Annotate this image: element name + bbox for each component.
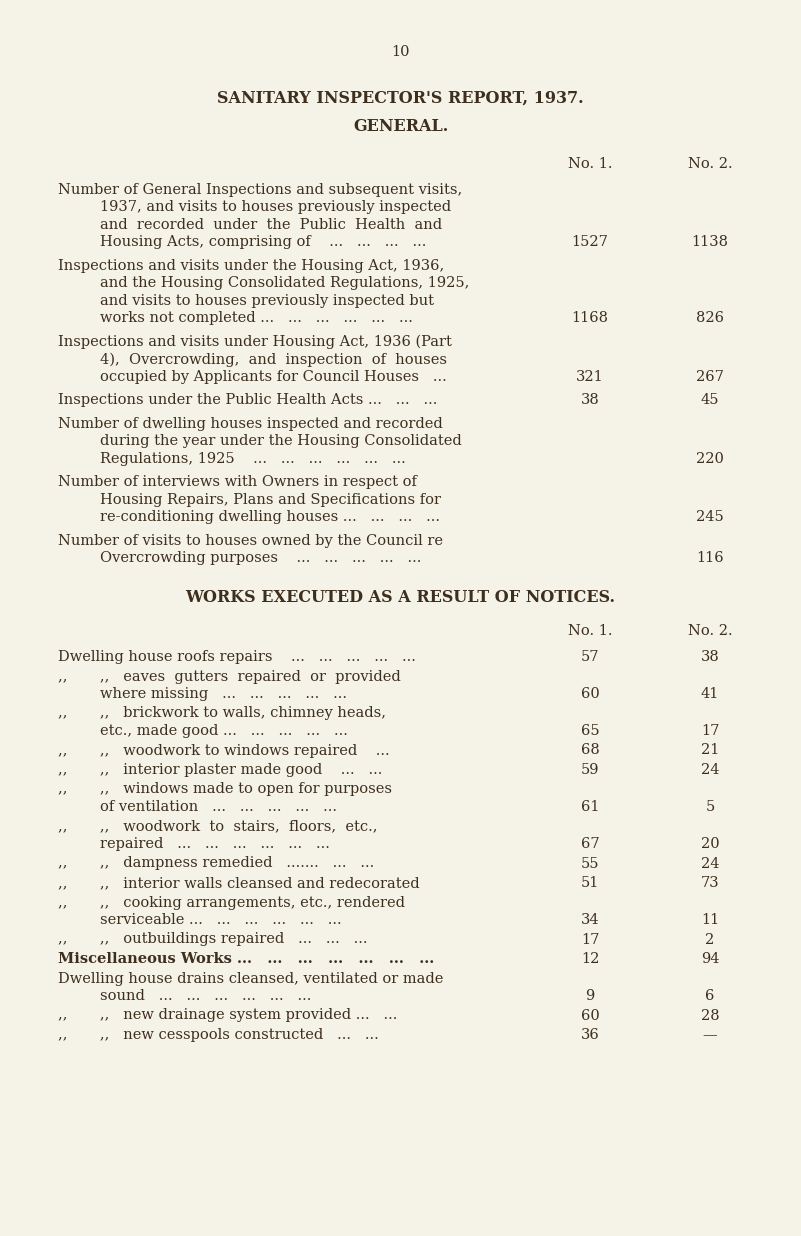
Text: Overcrowding purposes    ...   ...   ...   ...   ...: Overcrowding purposes ... ... ... ... ..… (100, 551, 421, 565)
Text: 116: 116 (696, 551, 724, 565)
Text: sound   ...   ...   ...   ...   ...   ...: sound ... ... ... ... ... ... (100, 989, 312, 1002)
Text: 68: 68 (581, 744, 599, 758)
Text: 41: 41 (701, 687, 719, 701)
Text: 1527: 1527 (572, 235, 609, 250)
Text: 94: 94 (701, 952, 719, 967)
Text: 28: 28 (701, 1009, 719, 1022)
Text: WORKS EXECUTED AS A RESULT OF NOTICES.: WORKS EXECUTED AS A RESULT OF NOTICES. (186, 588, 615, 606)
Text: ,,       ,,   woodwork  to  stairs,  floors,  etc.,: ,, ,, woodwork to stairs, floors, etc., (58, 819, 377, 833)
Text: and the Housing Consolidated Regulations, 1925,: and the Housing Consolidated Regulations… (100, 277, 469, 290)
Text: 2: 2 (706, 932, 714, 947)
Text: 65: 65 (581, 724, 599, 738)
Text: Inspections and visits under the Housing Act, 1936,: Inspections and visits under the Housing… (58, 258, 445, 273)
Text: and visits to houses previously inspected but: and visits to houses previously inspecte… (100, 294, 434, 308)
Text: serviceable ...   ...   ...   ...   ...   ...: serviceable ... ... ... ... ... ... (100, 913, 341, 927)
Text: works not completed ...   ...   ...   ...   ...   ...: works not completed ... ... ... ... ... … (100, 311, 413, 325)
Text: Dwelling house drains cleansed, ventilated or made: Dwelling house drains cleansed, ventilat… (58, 971, 444, 985)
Text: ,,       ,,   outbuildings repaired   ...   ...   ...: ,, ,, outbuildings repaired ... ... ... (58, 932, 368, 947)
Text: Number of dwelling houses inspected and recorded: Number of dwelling houses inspected and … (58, 417, 443, 431)
Text: 34: 34 (581, 913, 599, 927)
Text: No. 1.: No. 1. (568, 157, 612, 171)
Text: —: — (702, 1028, 718, 1042)
Text: Inspections and visits under Housing Act, 1936 (Part: Inspections and visits under Housing Act… (58, 335, 452, 349)
Text: 12: 12 (581, 952, 599, 967)
Text: 1138: 1138 (691, 235, 728, 250)
Text: Inspections under the Public Health Acts ...   ...   ...: Inspections under the Public Health Acts… (58, 393, 437, 407)
Text: 38: 38 (581, 393, 599, 407)
Text: 24: 24 (701, 763, 719, 777)
Text: 4),  Overcrowding,  and  inspection  of  houses: 4), Overcrowding, and inspection of hous… (100, 352, 447, 367)
Text: Number of interviews with Owners in respect of: Number of interviews with Owners in resp… (58, 476, 417, 489)
Text: No. 2.: No. 2. (688, 157, 732, 171)
Text: 17: 17 (581, 932, 599, 947)
Text: 321: 321 (576, 370, 604, 383)
Text: 73: 73 (701, 876, 719, 890)
Text: and  recorded  under  the  Public  Health  and: and recorded under the Public Health and (100, 218, 442, 232)
Text: Miscellaneous Works ...   ...   ...   ...   ...   ...   ...: Miscellaneous Works ... ... ... ... ... … (58, 952, 434, 967)
Text: 20: 20 (701, 837, 719, 852)
Text: ,,       ,,   brickwork to walls, chimney heads,: ,, ,, brickwork to walls, chimney heads, (58, 707, 386, 721)
Text: 45: 45 (701, 393, 719, 407)
Text: 5: 5 (706, 800, 714, 815)
Text: 1937, and visits to houses previously inspected: 1937, and visits to houses previously in… (100, 200, 451, 214)
Text: 17: 17 (701, 724, 719, 738)
Text: No. 1.: No. 1. (568, 624, 612, 638)
Text: ,,       ,,   cooking arrangements, etc., rendered: ,, ,, cooking arrangements, etc., render… (58, 896, 405, 910)
Text: 21: 21 (701, 744, 719, 758)
Text: 267: 267 (696, 370, 724, 383)
Text: ,,       ,,   interior walls cleansed and redecorated: ,, ,, interior walls cleansed and redeco… (58, 876, 420, 890)
Text: 59: 59 (581, 763, 599, 777)
Text: Number of visits to houses owned by the Council re: Number of visits to houses owned by the … (58, 534, 443, 548)
Text: ,,       ,,   new drainage system provided ...   ...: ,, ,, new drainage system provided ... .… (58, 1009, 397, 1022)
Text: 220: 220 (696, 451, 724, 466)
Text: Regulations, 1925    ...   ...   ...   ...   ...   ...: Regulations, 1925 ... ... ... ... ... ..… (100, 451, 406, 466)
Text: ,,       ,,   eaves  gutters  repaired  or  provided: ,, ,, eaves gutters repaired or provided (58, 670, 400, 684)
Text: 24: 24 (701, 857, 719, 870)
Text: ,,       ,,   dampness remedied   .......   ...   ...: ,, ,, dampness remedied ....... ... ... (58, 857, 374, 870)
Text: ,,       ,,   interior plaster made good    ...   ...: ,, ,, interior plaster made good ... ... (58, 763, 382, 777)
Text: repaired   ...   ...   ...   ...   ...   ...: repaired ... ... ... ... ... ... (100, 837, 330, 852)
Text: 10: 10 (391, 44, 410, 59)
Text: GENERAL.: GENERAL. (353, 117, 448, 135)
Text: 60: 60 (581, 1009, 599, 1022)
Text: SANITARY INSPECTOR'S REPORT, 1937.: SANITARY INSPECTOR'S REPORT, 1937. (217, 90, 584, 108)
Text: of ventilation   ...   ...   ...   ...   ...: of ventilation ... ... ... ... ... (100, 800, 337, 815)
Text: ,,       ,,   new cesspools constructed   ...   ...: ,, ,, new cesspools constructed ... ... (58, 1028, 379, 1042)
Text: ,,       ,,   windows made to open for purposes: ,, ,, windows made to open for purposes (58, 782, 392, 796)
Text: 36: 36 (581, 1028, 599, 1042)
Text: 1168: 1168 (571, 311, 609, 325)
Text: Housing Repairs, Plans and Specifications for: Housing Repairs, Plans and Specification… (100, 493, 441, 507)
Text: ,,       ,,   woodwork to windows repaired    ...: ,, ,, woodwork to windows repaired ... (58, 744, 389, 758)
Text: 67: 67 (581, 837, 599, 852)
Text: 9: 9 (586, 989, 594, 1002)
Text: Housing Acts, comprising of    ...   ...   ...   ...: Housing Acts, comprising of ... ... ... … (100, 235, 426, 250)
Text: 55: 55 (581, 857, 599, 870)
Text: 61: 61 (581, 800, 599, 815)
Text: where missing   ...   ...   ...   ...   ...: where missing ... ... ... ... ... (100, 687, 347, 701)
Text: 57: 57 (581, 650, 599, 664)
Text: 826: 826 (696, 311, 724, 325)
Text: Number of General Inspections and subsequent visits,: Number of General Inspections and subseq… (58, 183, 462, 197)
Text: 51: 51 (581, 876, 599, 890)
Text: 6: 6 (706, 989, 714, 1002)
Text: 245: 245 (696, 510, 724, 524)
Text: during the year under the Housing Consolidated: during the year under the Housing Consol… (100, 434, 461, 449)
Text: Dwelling house roofs repairs    ...   ...   ...   ...   ...: Dwelling house roofs repairs ... ... ...… (58, 650, 416, 664)
Text: 60: 60 (581, 687, 599, 701)
Text: No. 2.: No. 2. (688, 624, 732, 638)
Text: occupied by Applicants for Council Houses   ...: occupied by Applicants for Council House… (100, 370, 447, 383)
Text: 38: 38 (701, 650, 719, 664)
Text: 11: 11 (701, 913, 719, 927)
Text: etc., made good ...   ...   ...   ...   ...: etc., made good ... ... ... ... ... (100, 724, 348, 738)
Text: re-conditioning dwelling houses ...   ...   ...   ...: re-conditioning dwelling houses ... ... … (100, 510, 440, 524)
